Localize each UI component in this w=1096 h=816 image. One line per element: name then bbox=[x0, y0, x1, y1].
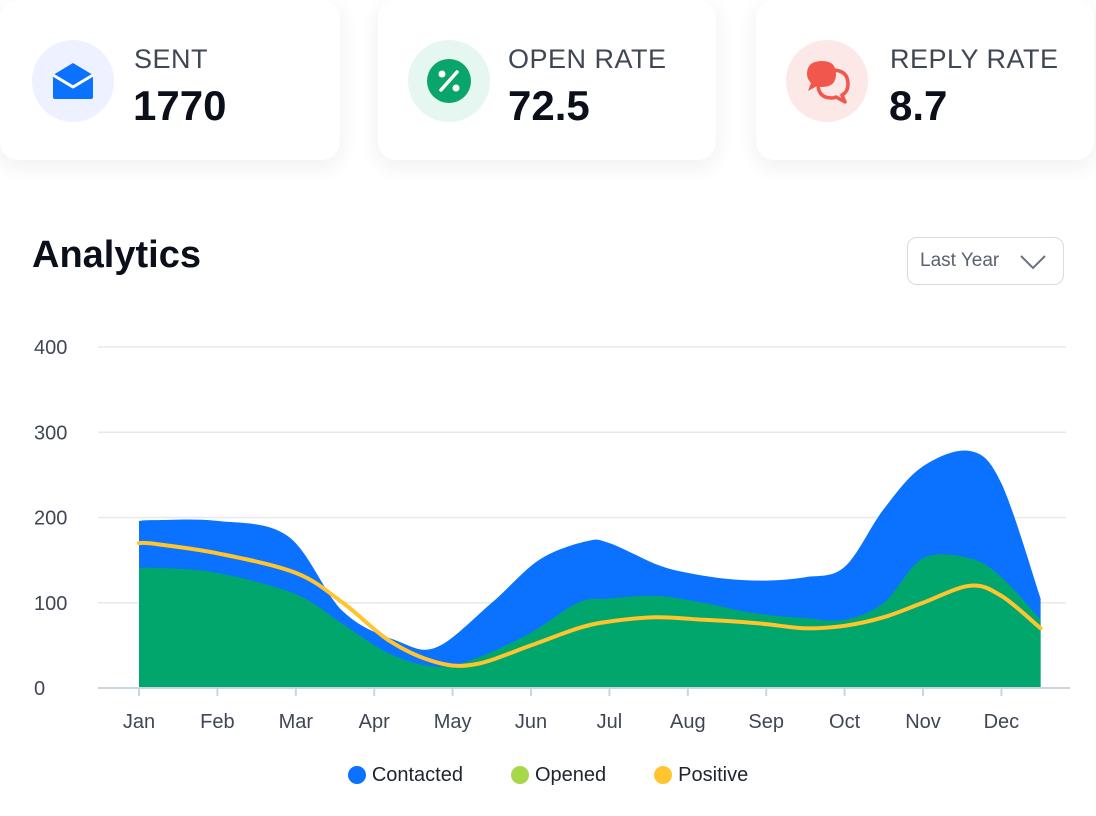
legend-label: Positive bbox=[678, 763, 749, 786]
y-tick-label: 300 bbox=[34, 422, 67, 444]
x-tick-label: Nov bbox=[905, 711, 941, 733]
period-dropdown[interactable]: Last Year bbox=[907, 237, 1064, 285]
y-tick-label: 0 bbox=[34, 678, 45, 700]
legend-item-contacted[interactable]: Contacted bbox=[347, 763, 463, 787]
stat-card-sent: SENT 1770 bbox=[0, 0, 340, 160]
stat-value: 1770 bbox=[133, 82, 227, 129]
chat-bubbles-icon bbox=[807, 61, 850, 104]
legend-dot bbox=[654, 766, 673, 784]
x-tick-label: Mar bbox=[279, 711, 314, 733]
legend-label: Contacted bbox=[371, 763, 463, 786]
y-tick-label: 100 bbox=[34, 593, 67, 615]
legend-item-opened[interactable]: Opened bbox=[510, 763, 607, 787]
x-tick-label: Apr bbox=[359, 711, 390, 733]
legend-label: Opened bbox=[534, 763, 607, 786]
stat-value: 8.7 bbox=[889, 82, 948, 129]
period-dropdown-label: Last Year bbox=[920, 250, 1000, 271]
analytics-chart: 0 100 200 300 400 Jan Feb Mar Apr May Jun Jul Aug Sep… bbox=[34, 337, 1070, 733]
line-positive bbox=[137, 540, 1043, 668]
x-tick-label: Feb bbox=[200, 711, 234, 733]
stat-icon-wrap bbox=[32, 40, 114, 122]
y-tick-label: 200 bbox=[34, 508, 67, 530]
stat-label: REPLY RATE bbox=[890, 44, 1059, 74]
stat-label: OPEN RATE bbox=[508, 44, 667, 74]
x-tick-label: Sep bbox=[748, 711, 784, 733]
x-tick-label: Jul bbox=[597, 711, 623, 733]
x-tick-label: Jan bbox=[123, 711, 155, 733]
x-tick-label: May bbox=[434, 711, 472, 733]
stat-card-open-rate: OPEN RATE 72.5 bbox=[378, 0, 716, 160]
legend-dot bbox=[347, 766, 366, 784]
stat-value: 72.5 bbox=[508, 82, 590, 129]
percent-icon bbox=[427, 59, 471, 103]
stat-card-reply-rate: REPLY RATE 8.7 bbox=[756, 0, 1094, 160]
stat-icon-wrap bbox=[786, 40, 868, 122]
envelope-icon bbox=[52, 63, 94, 99]
chevron-down-icon bbox=[1020, 255, 1046, 270]
legend-dot bbox=[510, 766, 529, 784]
analytics-title: Analytics bbox=[32, 234, 201, 276]
legend-item-positive[interactable]: Positive bbox=[654, 764, 748, 787]
area-opened bbox=[139, 554, 1041, 688]
stat-icon-wrap bbox=[408, 40, 490, 122]
x-tick-label: Jun bbox=[515, 711, 547, 733]
x-tick-label: Dec bbox=[984, 711, 1020, 733]
chart-legend: Contacted Opened Positive bbox=[0, 762, 1096, 788]
stat-label: SENT bbox=[134, 44, 209, 74]
stats-row: SENT 1770 OPEN RATE 72.5 REPLY RATE 8.7 bbox=[0, 0, 1096, 170]
x-tick-label: Aug bbox=[670, 711, 706, 733]
x-tick-label: Oct bbox=[829, 711, 861, 733]
y-tick-label: 400 bbox=[34, 337, 67, 359]
